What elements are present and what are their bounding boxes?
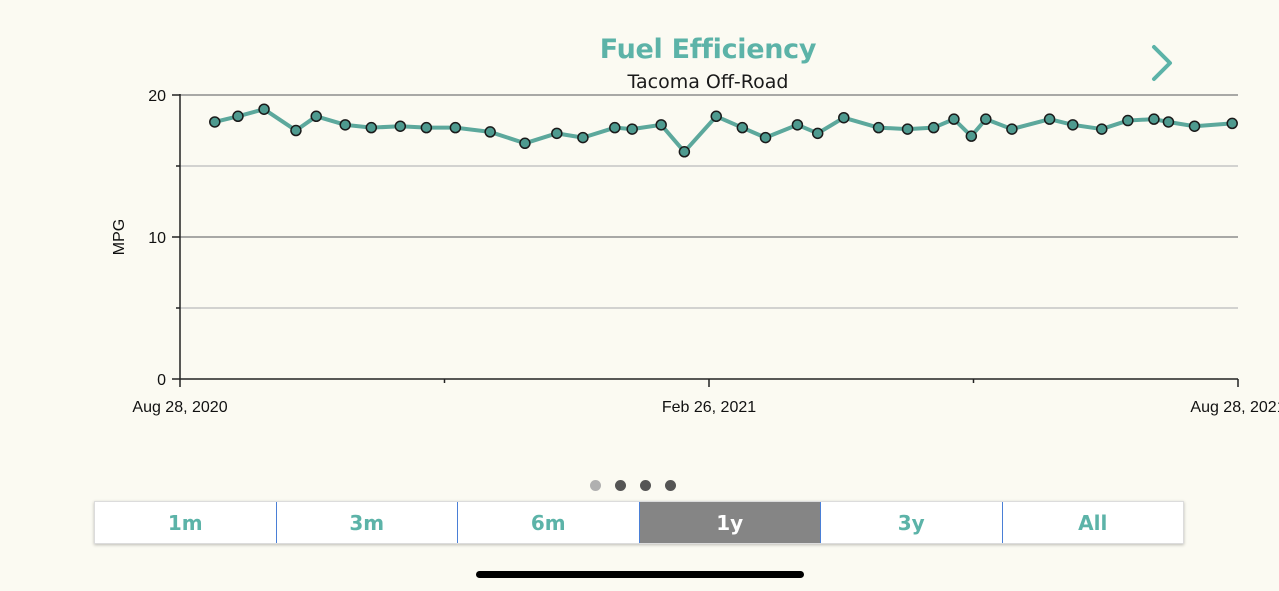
x-axis-tick-label: Feb 26, 2021 [662, 399, 756, 416]
range-button-all[interactable]: All [1002, 502, 1183, 543]
y-axis-tick-labels: 0 10 20 [148, 88, 166, 389]
data-point [655, 119, 667, 131]
data-point [626, 123, 638, 135]
data-point [811, 127, 824, 140]
page-indicator [590, 480, 676, 492]
page-dot[interactable] [590, 480, 601, 491]
chart-grid [180, 94, 1238, 309]
data-point [1148, 113, 1160, 125]
chevron-right-icon[interactable] [1146, 42, 1178, 84]
data-point [609, 121, 621, 134]
range-button-3m[interactable]: 3m [276, 502, 458, 543]
data-point [232, 110, 244, 123]
data-point [901, 123, 914, 135]
data-point [519, 137, 531, 150]
data-point [948, 113, 960, 125]
range-button-6m[interactable]: 6m [458, 502, 640, 543]
data-point [710, 110, 722, 123]
x-axis-tick-label: Aug 28, 2021 [1190, 399, 1279, 416]
x-axis-tick-labels: Aug 28, 2020 Feb 26, 2021 Aug 28, 2021 [132, 399, 1279, 416]
data-point [965, 130, 978, 142]
chart-title: Fuel Efficiency [599, 34, 817, 65]
page-dot[interactable] [615, 480, 626, 491]
x-axis-tick-label: Aug 28, 2020 [132, 399, 227, 416]
data-point [927, 121, 940, 134]
data-point [759, 131, 772, 144]
data-point [1162, 116, 1175, 128]
data-point [980, 113, 992, 125]
data-point [1226, 117, 1238, 130]
data-point [736, 121, 749, 134]
data-point [1188, 120, 1201, 132]
data-point [394, 120, 407, 132]
page-dot[interactable] [665, 480, 676, 491]
data-point [1043, 113, 1056, 125]
chart-axes [172, 94, 1239, 387]
mpg-series [209, 103, 1238, 158]
range-button-1m[interactable]: 1m [95, 502, 277, 543]
data-point [1122, 114, 1134, 127]
data-point [484, 126, 496, 138]
data-point [365, 121, 378, 134]
range-button-3y[interactable]: 3y [821, 502, 1003, 543]
y-axis-tick-label: 10 [148, 230, 166, 247]
data-point [678, 146, 691, 158]
data-point [1067, 119, 1079, 131]
home-indicator[interactable] [476, 571, 804, 578]
data-point [791, 119, 804, 131]
data-point [872, 121, 885, 134]
data-point [290, 124, 302, 137]
data-point [339, 119, 351, 131]
y-axis-label: MPG [111, 219, 128, 255]
data-point [258, 103, 270, 115]
data-point [1096, 123, 1108, 135]
chart-subtitle: Tacoma Off-Road [627, 71, 789, 93]
data-point [449, 121, 462, 134]
time-range-selector: 1m 3m 6m 1y 3y All [94, 501, 1184, 544]
data-point [420, 121, 433, 134]
data-point [551, 127, 563, 140]
data-point [577, 131, 589, 144]
data-point [310, 110, 322, 123]
data-point [1006, 123, 1018, 135]
y-axis-tick-label: 20 [148, 88, 166, 105]
range-button-1y[interactable]: 1y [639, 502, 821, 543]
data-point [838, 111, 850, 124]
data-point [209, 116, 221, 128]
y-axis-tick-label: 0 [157, 372, 166, 389]
page-dot[interactable] [640, 480, 651, 491]
